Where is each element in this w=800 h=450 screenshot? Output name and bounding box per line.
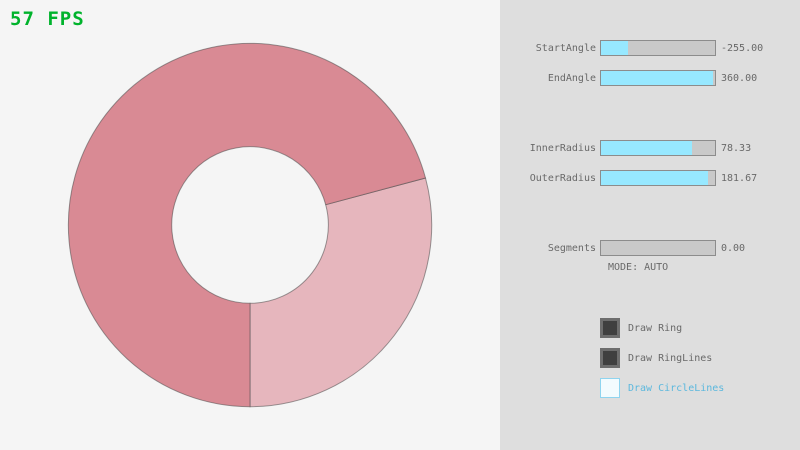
innerradius-label: InnerRadius [529, 142, 596, 154]
slider-row-endangle: EndAngle 360.00 [500, 70, 800, 86]
draw-circlelines-label: Draw CircleLines [628, 382, 725, 394]
segments-label: Segments [547, 242, 596, 254]
endangle-slider[interactable] [600, 70, 716, 86]
outerradius-value: 181.67 [721, 172, 758, 184]
draw-ring-checkbox[interactable] [600, 318, 620, 338]
outerradius-slider[interactable] [600, 170, 716, 186]
startangle-label: StartAngle [535, 42, 596, 54]
draw-ringlines-label: Draw RingLines [628, 352, 713, 364]
innerradius-value: 78.33 [721, 142, 752, 154]
slider-fill [601, 71, 713, 85]
segments-mode-label: MODE: AUTO [608, 262, 669, 273]
startangle-value: -255.00 [721, 42, 764, 54]
innerradius-slider[interactable] [600, 140, 716, 156]
startangle-slider[interactable] [600, 40, 716, 56]
segments-slider[interactable] [600, 240, 716, 256]
slider-row-outerradius: OuterRadius 181.67 [500, 170, 800, 186]
draw-ring-label: Draw Ring [628, 322, 683, 334]
slider-fill [601, 141, 693, 155]
checkbox-row-draw-circlelines: Draw CircleLines [600, 378, 724, 398]
slider-fill [601, 171, 709, 185]
slider-row-startangle: StartAngle -255.00 [500, 40, 800, 56]
draw-circlelines-checkbox[interactable] [600, 378, 620, 398]
draw-ringlines-checkbox[interactable] [600, 348, 620, 368]
fps-counter: 57 FPS [10, 8, 85, 30]
slider-row-innerradius: InnerRadius 78.33 [500, 140, 800, 156]
endangle-label: EndAngle [547, 72, 596, 84]
checkbox-row-draw-ringlines: Draw RingLines [600, 348, 712, 368]
outerradius-label: OuterRadius [529, 172, 596, 184]
segments-value: 0.00 [721, 242, 746, 254]
slider-row-segments: Segments 0.00 [500, 240, 800, 256]
slider-fill [601, 41, 629, 55]
checkbox-row-draw-ring: Draw Ring [600, 318, 682, 338]
endangle-value: 360.00 [721, 72, 758, 84]
